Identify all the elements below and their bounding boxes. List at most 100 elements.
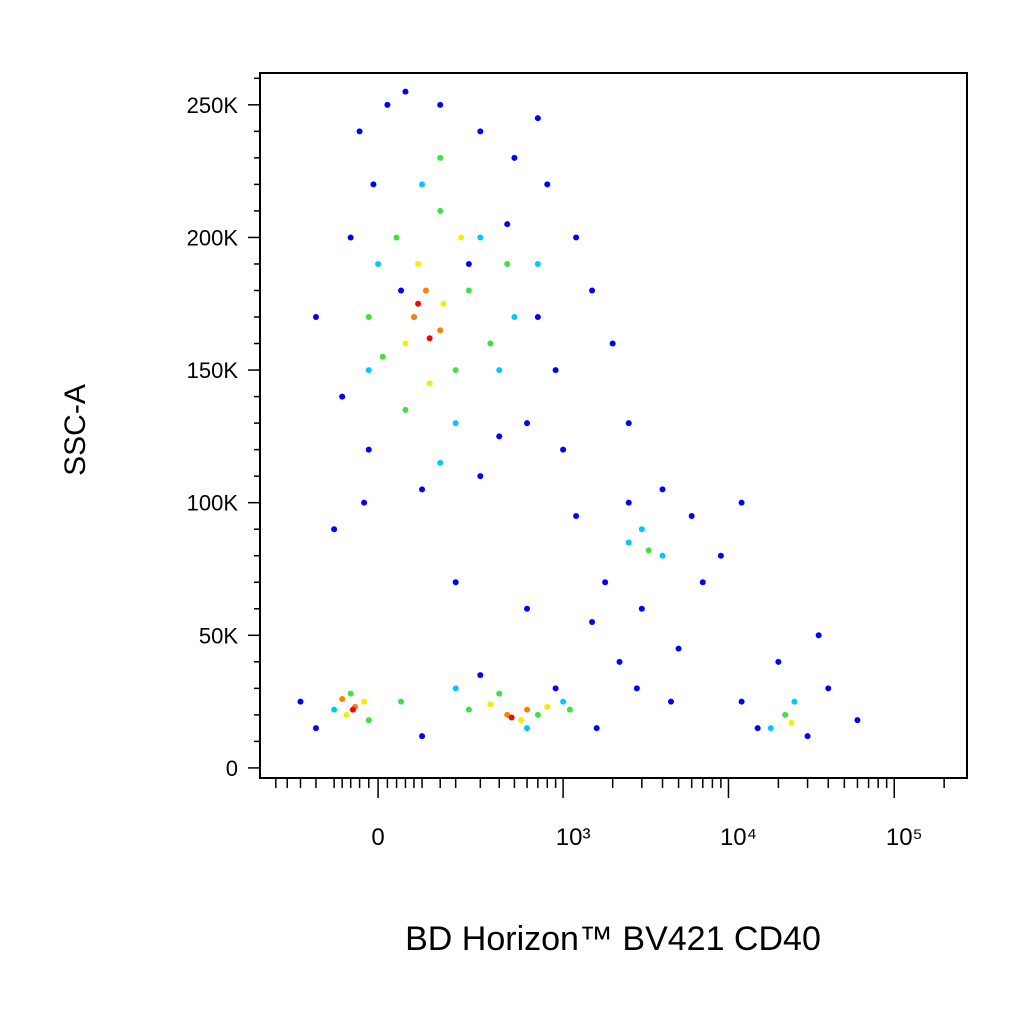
point xyxy=(767,725,774,732)
point xyxy=(426,380,433,387)
point xyxy=(589,287,596,294)
point xyxy=(625,420,632,427)
point xyxy=(419,486,426,493)
point xyxy=(415,300,422,307)
point xyxy=(511,154,518,161)
point xyxy=(347,690,354,697)
point xyxy=(854,717,861,724)
point xyxy=(566,706,573,713)
point xyxy=(504,711,511,718)
point xyxy=(688,512,695,519)
point xyxy=(398,698,405,705)
point xyxy=(534,260,541,267)
x-tick-label: 10⁴ xyxy=(720,824,757,851)
point xyxy=(465,706,472,713)
point xyxy=(297,698,304,705)
point xyxy=(331,706,338,713)
point xyxy=(312,725,319,732)
point xyxy=(788,719,795,726)
point xyxy=(437,207,444,214)
point xyxy=(477,234,484,241)
point xyxy=(402,340,409,347)
point xyxy=(452,685,459,692)
point xyxy=(393,234,400,241)
y-tick-label: 150K xyxy=(187,358,239,383)
point xyxy=(356,128,363,135)
point xyxy=(524,420,531,427)
point xyxy=(365,367,372,374)
x-tick-label: 0 xyxy=(371,824,384,851)
point xyxy=(699,579,706,586)
point xyxy=(375,260,382,267)
x-tick-label: 10³ xyxy=(556,824,591,851)
point xyxy=(616,658,623,665)
y-tick-label: 250K xyxy=(187,93,239,118)
point xyxy=(496,433,503,440)
point xyxy=(419,181,426,188)
point xyxy=(487,340,494,347)
point xyxy=(379,353,386,360)
point xyxy=(524,605,531,612)
point xyxy=(347,234,354,241)
point xyxy=(638,526,645,533)
point xyxy=(825,685,832,692)
point xyxy=(625,539,632,546)
point xyxy=(544,703,551,710)
points xyxy=(297,88,861,740)
point xyxy=(437,154,444,161)
point xyxy=(365,717,372,724)
point xyxy=(573,512,580,519)
point xyxy=(398,287,405,294)
point xyxy=(552,367,559,374)
point xyxy=(422,287,429,294)
point xyxy=(675,645,682,652)
point xyxy=(465,260,472,267)
point xyxy=(625,499,632,506)
point xyxy=(717,552,724,559)
point xyxy=(524,725,531,732)
point xyxy=(365,314,372,321)
point xyxy=(667,698,674,705)
point xyxy=(410,314,417,321)
point xyxy=(477,128,484,135)
point xyxy=(609,340,616,347)
y-axis-label: SSC-A xyxy=(59,384,92,476)
point xyxy=(659,552,666,559)
x-tick-label: 10⁵ xyxy=(886,824,923,851)
point xyxy=(339,695,346,702)
point xyxy=(402,406,409,413)
point xyxy=(437,327,444,334)
point xyxy=(452,420,459,427)
point xyxy=(465,287,472,294)
point xyxy=(437,459,444,466)
point xyxy=(560,698,567,705)
point xyxy=(738,698,745,705)
point xyxy=(349,706,356,713)
point xyxy=(487,701,494,708)
point xyxy=(560,446,567,453)
plot-frame xyxy=(259,72,968,779)
point xyxy=(339,393,346,400)
point xyxy=(602,579,609,586)
point xyxy=(437,101,444,108)
point xyxy=(645,547,652,554)
point xyxy=(415,260,422,267)
point xyxy=(496,690,503,697)
point xyxy=(754,725,761,732)
point xyxy=(361,698,368,705)
point xyxy=(791,698,798,705)
point xyxy=(534,115,541,122)
point xyxy=(804,733,811,740)
point xyxy=(573,234,580,241)
point xyxy=(524,706,531,713)
point xyxy=(452,579,459,586)
point xyxy=(384,101,391,108)
point xyxy=(452,367,459,374)
point xyxy=(370,181,377,188)
point xyxy=(638,605,645,612)
y-tick-label: 200K xyxy=(187,225,239,250)
y-tick-label: 50K xyxy=(199,623,238,648)
point xyxy=(775,658,782,665)
point xyxy=(508,714,515,721)
